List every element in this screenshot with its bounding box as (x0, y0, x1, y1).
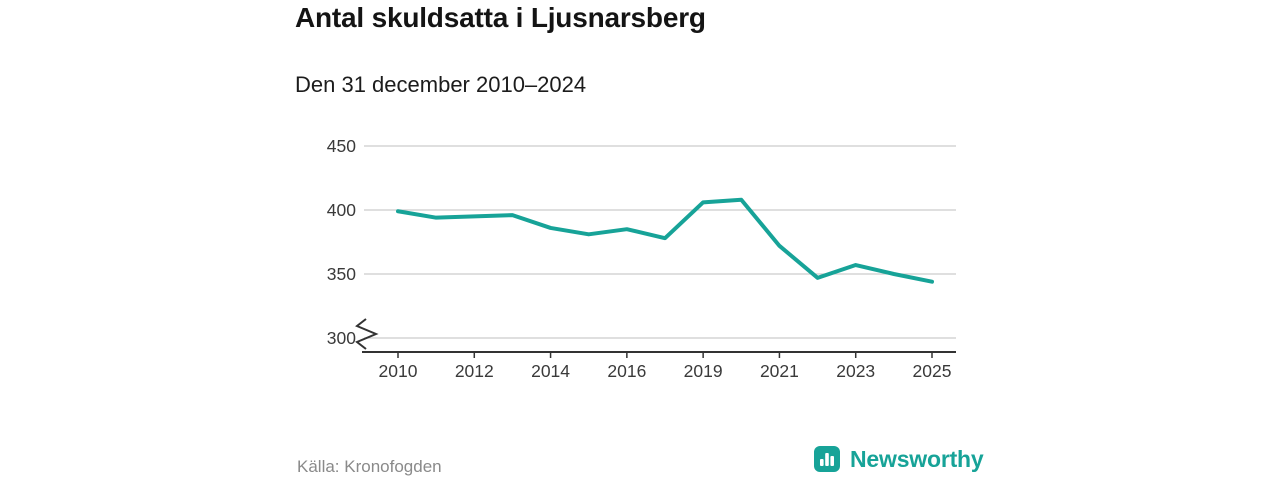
y-axis-label: 300 (327, 328, 356, 348)
x-axis-label: 2010 (379, 361, 418, 381)
axis-break-icon (355, 318, 379, 350)
x-axis-label: 2012 (455, 361, 494, 381)
y-axis-label: 450 (327, 136, 356, 156)
chart-subtitle: Den 31 december 2010–2024 (295, 72, 587, 97)
chart-title: Antal skuldsatta i Ljusnarsberg (295, 2, 706, 33)
line-chart: 300 350 400 450 2010 2012 2014 2016 2019 2021 2023… (300, 122, 980, 392)
y-axis-label: 400 (327, 200, 356, 220)
chart-canvas: 300 350 400 450 2010 2012 2014 2016 2019 2021 2023… (327, 136, 956, 381)
bar-chart-icon (814, 446, 840, 472)
source-note: Källa: Kronofogden (297, 457, 442, 476)
x-axis-label: 2019 (684, 361, 723, 381)
brand-name: Newsworthy (850, 445, 984, 472)
x-axis-label: 2016 (607, 361, 646, 381)
x-axis-label: 2014 (531, 361, 570, 381)
x-axis-label: 2025 (913, 361, 952, 381)
y-axis-label: 350 (327, 264, 356, 284)
data-line-series (396, 197, 934, 284)
brand-logo: Newsworthy (813, 445, 984, 473)
x-axis-label: 2021 (760, 361, 799, 381)
x-axis-label: 2023 (836, 361, 875, 381)
